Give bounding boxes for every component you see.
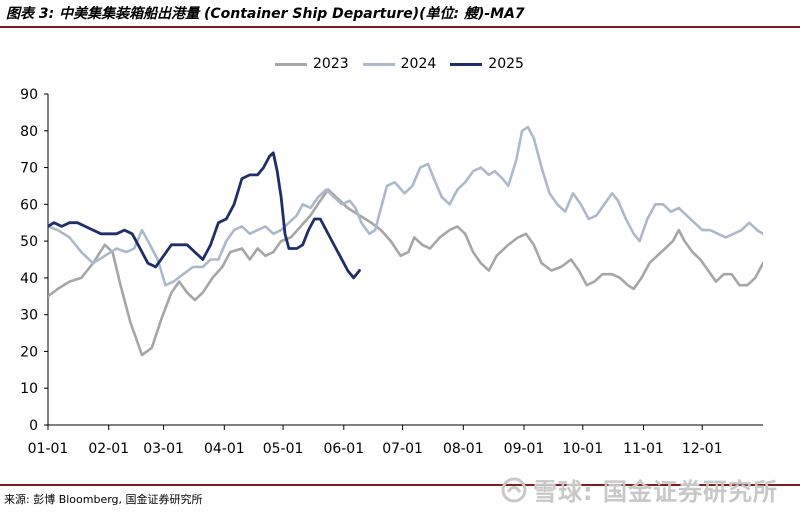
y-tick-label: 80 xyxy=(20,124,38,140)
x-tick-label: 04-01 xyxy=(204,441,245,457)
x-tick-label: 06-01 xyxy=(323,441,364,457)
y-tick-label: 30 xyxy=(20,308,38,324)
x-tick-label: 02-01 xyxy=(88,441,129,457)
title-bar: 图表 3: 中美集集装箱船出港量 (Container Ship Departu… xyxy=(0,0,800,26)
x-tick-label: 08-01 xyxy=(443,441,484,457)
y-tick-label: 0 xyxy=(29,418,38,434)
y-tick-label: 20 xyxy=(20,344,38,360)
watermark-text: 雪球: 国金证券研究所 xyxy=(533,478,778,506)
x-tick-label: 09-01 xyxy=(504,441,545,457)
y-tick-label: 70 xyxy=(20,161,38,177)
series-line-2024 xyxy=(48,125,763,287)
legend-label-2023: 2023 xyxy=(313,56,349,72)
x-tick-label: 01-01 xyxy=(28,441,69,457)
x-tick-label: 12-01 xyxy=(682,441,723,457)
series-line-2023 xyxy=(48,188,763,357)
x-tick-label: 05-01 xyxy=(263,441,304,457)
x-tick-label: 11-01 xyxy=(623,441,664,457)
legend-swatch-2023 xyxy=(275,62,307,66)
legend: 2023 2024 2025 xyxy=(275,54,538,74)
y-tick-label: 90 xyxy=(20,87,38,103)
series-line-2025 xyxy=(48,151,361,280)
line-chart: 0 10 20 30 40 50 60 70 80 90 01-01 02-01 03-01 04-01 0… xyxy=(20,87,763,457)
legend-swatch-2025 xyxy=(450,62,483,66)
watermark: 雪球: 国金证券研究所 xyxy=(501,472,778,507)
title-rule xyxy=(0,26,800,28)
snowball-logo-icon xyxy=(501,477,527,502)
legend-swatch-2024 xyxy=(362,62,395,66)
legend-item-2023: 2023 xyxy=(275,56,349,72)
legend-label-2024: 2024 xyxy=(400,56,437,72)
legend-item-2024: 2024 xyxy=(362,56,437,72)
legend-item-2025: 2025 xyxy=(450,56,524,72)
y-tick-label: 50 xyxy=(20,234,38,250)
legend-label-2025: 2025 xyxy=(488,56,524,72)
bottom-rule xyxy=(0,484,800,486)
y-tick-label: 40 xyxy=(20,271,38,287)
y-tick-label: 60 xyxy=(20,197,38,213)
x-tick-label: 10-01 xyxy=(562,441,603,457)
x-tick-label: 03-01 xyxy=(143,441,184,457)
source-note: 来源: 彭博 Bloomberg, 国金证券研究所 xyxy=(4,493,203,506)
x-tick-label: 07-01 xyxy=(382,441,423,457)
y-tick-label: 10 xyxy=(20,381,38,397)
chart-title: 图表 3: 中美集集装箱船出港量 (Container Ship Departu… xyxy=(6,6,525,22)
